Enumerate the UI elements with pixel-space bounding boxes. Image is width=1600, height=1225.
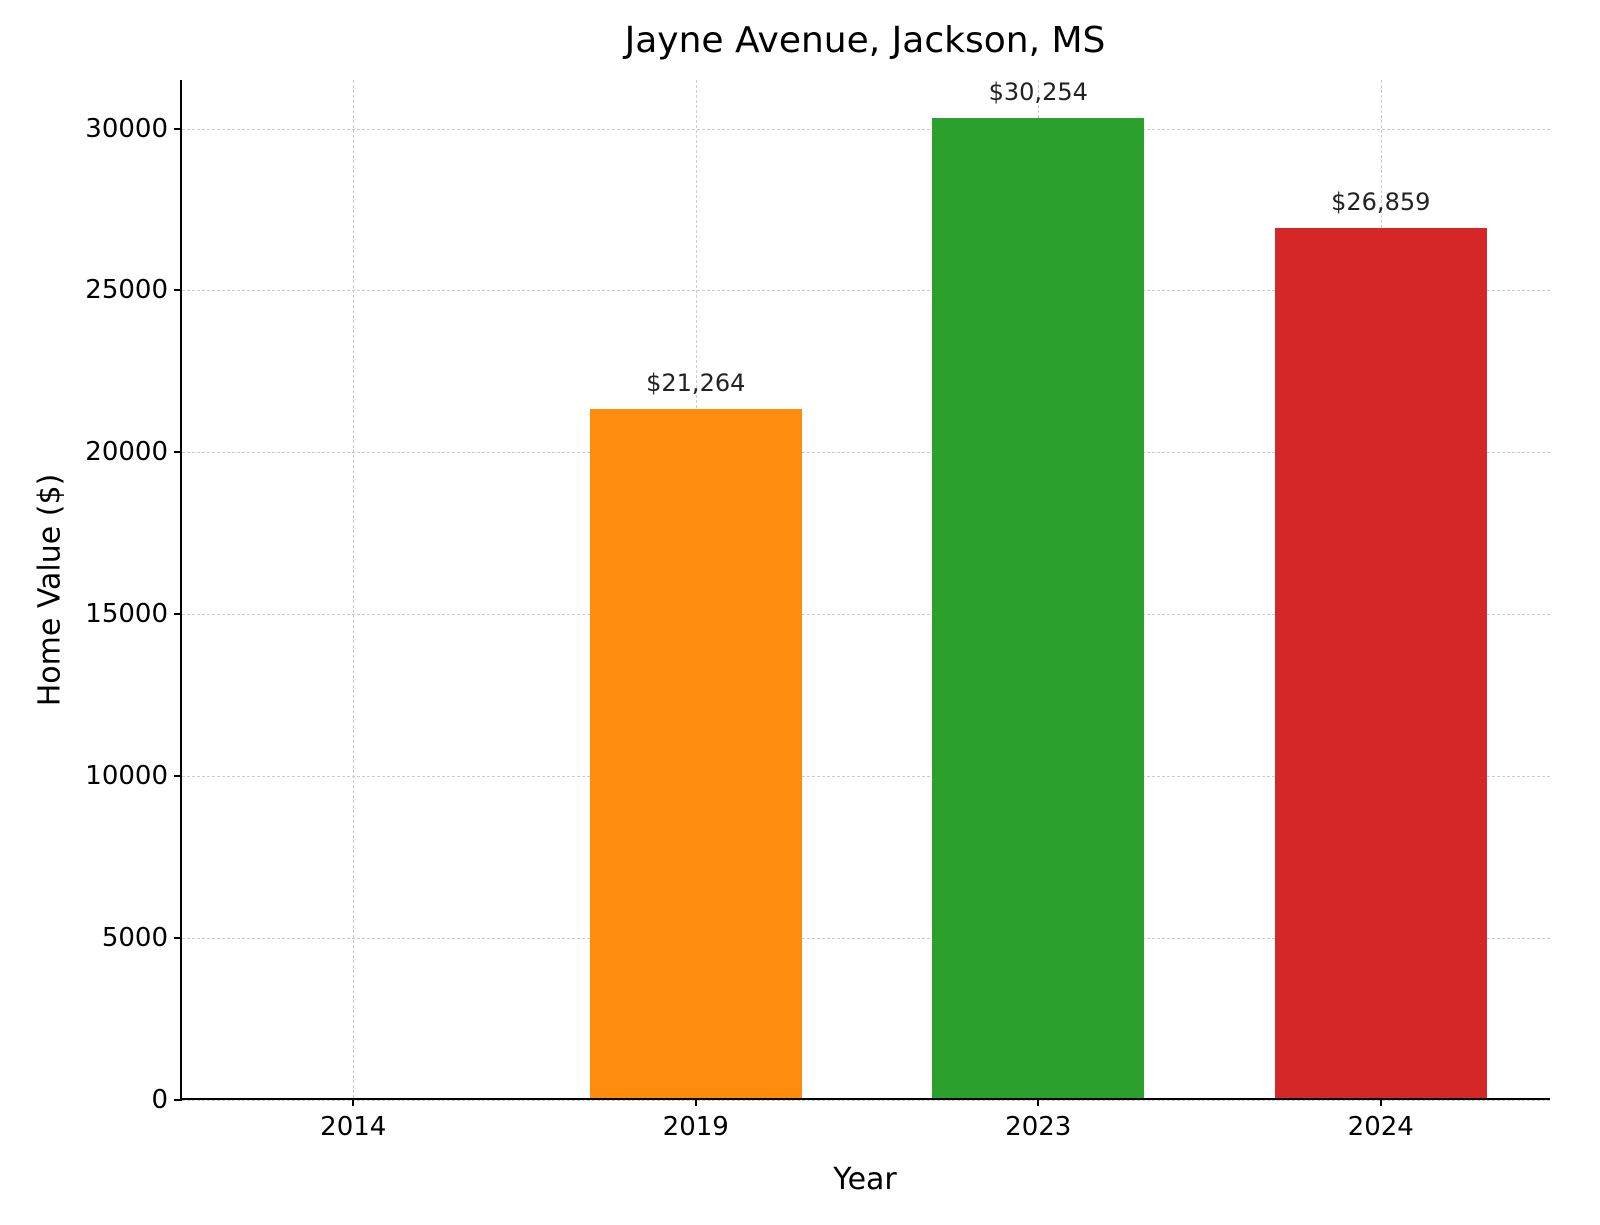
bar	[1275, 228, 1487, 1098]
y-tick-label: 25000	[85, 275, 182, 305]
x-tick-label: 2023	[1005, 1098, 1071, 1142]
bar	[932, 118, 1144, 1098]
x-tick-label: 2024	[1348, 1098, 1414, 1142]
y-tick-label: 5000	[102, 923, 182, 953]
y-tick-label: 20000	[85, 437, 182, 467]
bar-value-label: $26,859	[1331, 188, 1430, 216]
y-tick-label: 30000	[85, 114, 182, 144]
x-axis-label: Year	[833, 1162, 897, 1197]
y-tick-label: 0	[151, 1085, 182, 1115]
grid-line-horizontal	[182, 1100, 1550, 1101]
y-tick-label: 15000	[85, 599, 182, 629]
x-tick-label: 2014	[320, 1098, 386, 1142]
plot-area: 05000100001500020000250003000020142019$2…	[180, 80, 1550, 1100]
y-axis-label: Home Value ($)	[33, 474, 68, 707]
x-tick-label: 2019	[663, 1098, 729, 1142]
grid-line-vertical	[353, 80, 354, 1098]
grid-line-horizontal	[182, 129, 1550, 130]
bar-value-label: $21,264	[646, 369, 745, 397]
chart-title: Jayne Avenue, Jackson, MS	[625, 20, 1106, 61]
bar	[590, 409, 802, 1098]
y-tick-label: 10000	[85, 761, 182, 791]
bar-value-label: $30,254	[989, 78, 1088, 106]
chart-container: Jayne Avenue, Jackson, MS 05000100001500…	[0, 0, 1600, 1225]
